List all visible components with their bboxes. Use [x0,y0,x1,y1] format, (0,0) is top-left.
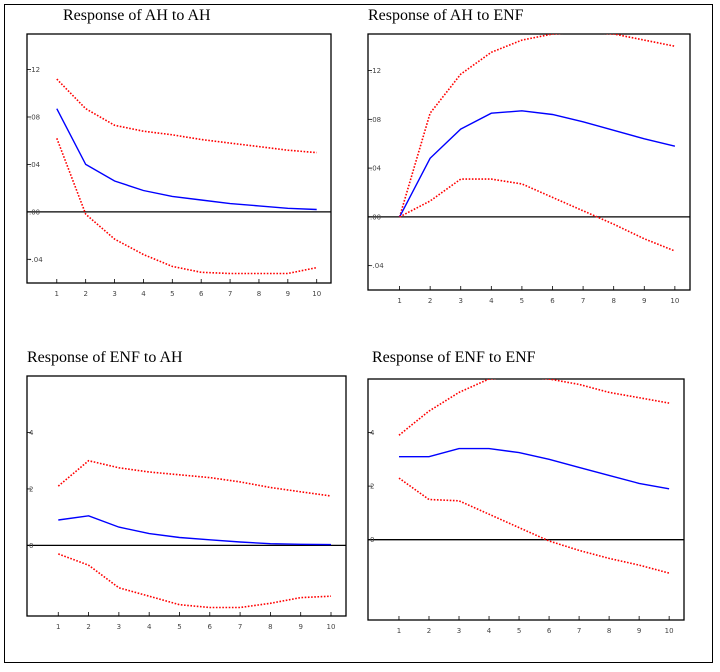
plot-area [367,33,691,291]
y-tick-label: 4 [370,429,375,437]
response-line [398,110,676,218]
x-tick-label: 1 [56,623,60,631]
x-tick-label: 7 [581,297,585,305]
x-tick-label: 2 [83,290,87,298]
chart-panel-ah-to-enf: .12 .08 .04 .00 -.04 1 2 3 4 5 6 7 8 9 10 [367,33,691,305]
x-tick-label: 2 [428,297,432,305]
x-tick-label: 5 [177,623,181,631]
upper-band-line [57,459,332,497]
x-tick-label: 6 [550,297,555,305]
x-tick-label: 7 [238,623,242,631]
x-tick-label: 1 [397,627,401,635]
x-tick-label: 9 [637,627,641,635]
panel-1-title: Response of AH to AH [63,7,211,24]
lower-band-line [56,138,317,275]
y-tick-label: -.04 [370,262,384,270]
upper-band-line [398,34,676,218]
x-tick-label: 9 [298,623,302,631]
y-tick-label: .08 [370,116,381,124]
x-tick-label: 6 [199,290,204,298]
x-tick-label: 7 [577,627,581,635]
y-tick-label: 0 [370,536,374,544]
y-tick-label: .12 [370,67,381,75]
panel-4-title: Response of ENF to ENF [372,349,536,366]
x-tick-label: 10 [670,297,679,305]
y-tick-label: -.04 [29,256,43,264]
x-tick-label: 5 [520,297,524,305]
x-tick-label: 6 [547,627,552,635]
plot-area [367,378,685,621]
x-tick-label: 1 [55,290,59,298]
chart-panel-enf-to-ah: 4 2 0 1 2 3 4 5 6 7 8 9 10 [26,375,347,631]
lower-band-line [58,553,332,609]
x-tick-label: 2 [86,623,90,631]
chart-panel-ah-to-ah: .12 .08 .04 .00 -.04 1 2 3 4 5 6 7 8 9 10 [26,33,332,298]
x-tick-label: 8 [611,297,615,305]
lower-band-line [399,178,676,252]
y-tick-label: .12 [29,66,40,74]
y-tick-label: 2 [29,485,33,493]
response-line [58,515,332,546]
chart-panel-enf-to-enf: 4 2 0 1 2 3 4 5 6 7 8 9 10 [367,378,685,635]
figure-frame [4,4,713,663]
x-tick-label: 7 [228,290,232,298]
x-tick-label: 8 [607,627,611,635]
plot-area [26,33,332,284]
x-tick-label: 10 [312,290,321,298]
x-tick-label: 6 [208,623,213,631]
x-tick-label: 8 [268,623,272,631]
x-tick-label: 5 [517,627,521,635]
y-tick-label: .04 [370,165,382,173]
x-tick-label: 3 [112,290,116,298]
y-tick-label: .00 [29,208,40,216]
x-tick-label: 10 [665,627,674,635]
y-tick-label: .00 [370,213,381,221]
x-tick-label: 4 [141,290,146,298]
y-tick-label: 4 [29,429,34,437]
x-tick-label: 1 [397,297,401,305]
y-tick-label: 0 [29,542,33,550]
panel-3-title: Response of ENF to AH [27,349,183,366]
x-tick-label: 5 [170,290,174,298]
plot-area [26,375,347,617]
x-tick-label: 9 [642,297,646,305]
y-tick-label: .04 [29,161,41,169]
response-line [56,108,317,211]
x-tick-label: 9 [286,290,290,298]
x-tick-label: 4 [147,623,152,631]
x-tick-label: 3 [459,297,463,305]
lower-band-line [398,477,670,574]
x-tick-label: 10 [327,623,336,631]
x-tick-label: 2 [427,627,431,635]
upper-band-line [56,78,317,154]
x-tick-label: 4 [487,627,492,635]
upper-band-line [398,379,670,436]
y-tick-label: 2 [370,483,374,491]
x-tick-label: 3 [457,627,461,635]
panel-2-title: Response of AH to ENF [368,7,524,24]
x-tick-label: 3 [117,623,121,631]
y-tick-label: .08 [29,114,40,122]
response-line [399,447,670,490]
x-tick-label: 8 [257,290,261,298]
x-tick-label: 4 [489,297,494,305]
